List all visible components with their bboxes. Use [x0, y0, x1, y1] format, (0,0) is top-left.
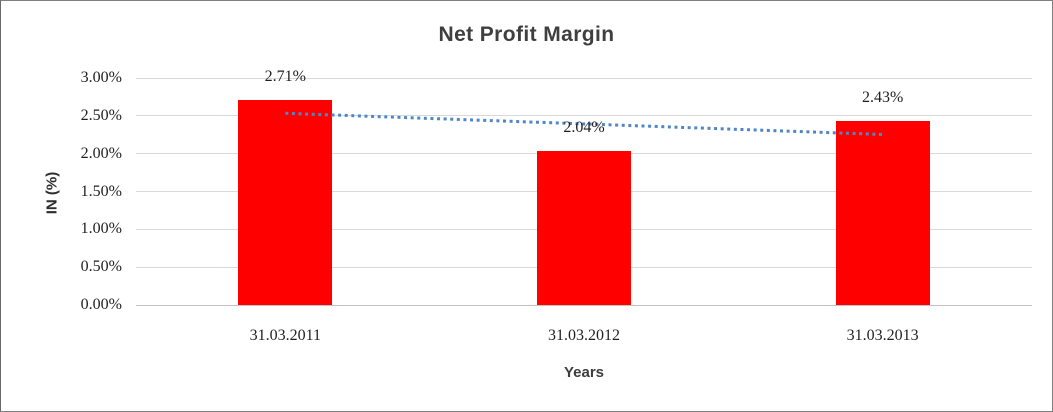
- y-tick-label: 1.00%: [80, 220, 122, 238]
- y-axis-title: IN (%): [43, 171, 61, 215]
- data-label: 2.04%: [563, 118, 605, 136]
- y-tick-label: 0.50%: [80, 258, 122, 276]
- x-tick-label: 31.03.2011: [249, 327, 322, 344]
- y-tick-label: 3.00%: [80, 69, 122, 86]
- x-tick-label: 31.03.2012: [548, 327, 620, 344]
- bar: [537, 150, 631, 305]
- x-tick-label: 31.03.2013: [846, 327, 919, 344]
- x-axis-title: Years: [563, 364, 605, 381]
- y-tick-label: 2.00%: [80, 144, 122, 162]
- gridline: [136, 77, 1032, 79]
- data-label: 2.71%: [264, 67, 306, 85]
- y-tick-label: 1.50%: [80, 182, 122, 200]
- x-axis-line: [136, 304, 1032, 306]
- data-label: 2.43%: [861, 89, 904, 107]
- bar: [835, 121, 930, 305]
- chart-title: Net Profit Margin: [438, 23, 615, 46]
- bar: [238, 99, 333, 305]
- y-tick-label: 0.00%: [80, 296, 122, 313]
- y-tick-label: 2.50%: [80, 106, 122, 124]
